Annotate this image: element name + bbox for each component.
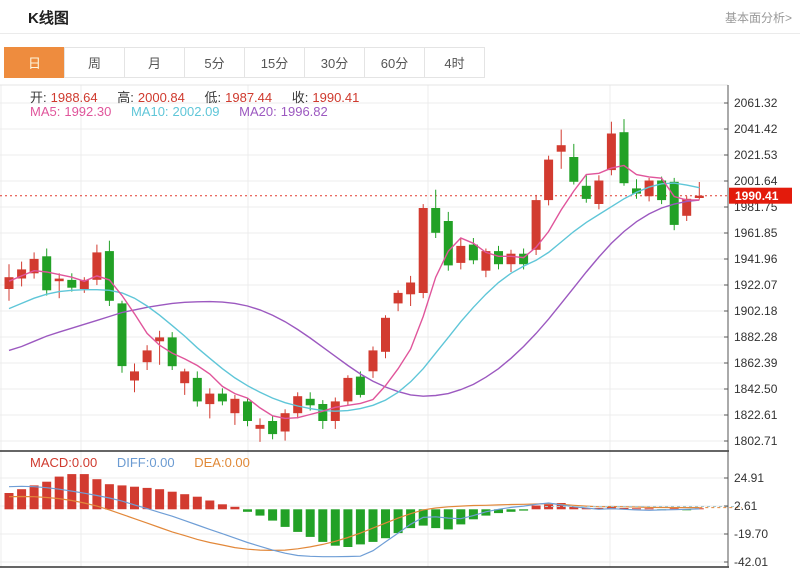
svg-text:1882.28: 1882.28 [734,330,778,344]
ma5-label: MA5: [30,104,61,119]
header-divider [0,33,800,34]
ma5-line [8,164,700,420]
diff-line [8,485,700,558]
tab-5分[interactable]: 5分 [184,47,245,78]
tab-周[interactable]: 周 [64,47,125,78]
svg-text:1961.85: 1961.85 [734,226,778,240]
ma10-line [8,182,700,412]
current-price-badge: 1990.41 [729,187,792,204]
svg-text:1922.07: 1922.07 [734,278,778,292]
dea-line [8,495,700,552]
ma20-label: MA20: [239,104,277,119]
svg-text:1822.61: 1822.61 [734,408,778,422]
interval-tab-bar: 日周月 5分 15分 30分 60分 4时 [4,47,485,78]
svg-text:1862.39: 1862.39 [734,356,778,370]
ma20-value: 1996.82 [280,104,328,119]
svg-text:1990.41: 1990.41 [735,189,779,203]
macd-value: MACD:0.00 [30,455,98,470]
open-label: 开: [30,90,47,105]
price-axis: 2061.322041.422021.532001.641981.751961.… [724,96,778,448]
ohlc-legend: 开: 1988.64 高: 2000.84 低: 1987.44 收: 1990.41 [30,87,363,106]
low-label: 低: [204,90,222,105]
candles [4,119,704,442]
close-label: 收: [291,90,309,105]
ma20-line [8,199,700,397]
tab-日[interactable]: 日 [4,47,65,78]
svg-text:24.91: 24.91 [734,471,764,485]
svg-text:2061.32: 2061.32 [734,96,778,110]
high-label: 高: [117,90,134,105]
svg-text:1842.50: 1842.50 [734,382,778,396]
svg-text:1902.18: 1902.18 [734,304,778,318]
svg-text:2.61: 2.61 [734,499,758,513]
svg-text:1941.96: 1941.96 [734,252,778,266]
tab-4时[interactable]: 4时 [424,47,485,78]
panel-borders [0,84,729,568]
fundamental-analysis-link[interactable]: 基本面分析> [724,11,792,25]
svg-text:2041.42: 2041.42 [734,122,778,136]
macd-legend: MACD:0.00 DIFF:0.00 DEA:0.00 [30,455,254,470]
diff-value: DIFF:0.00 [116,455,175,470]
dea-value: DEA:0.00 [194,455,250,470]
tab-15分[interactable]: 15分 [244,47,305,78]
svg-text:2021.53: 2021.53 [734,148,778,162]
open-value: 1988.64 [50,90,98,105]
svg-text:-19.70: -19.70 [734,527,768,541]
close-value: 1990.41 [312,90,360,105]
svg-text:1802.71: 1802.71 [734,434,778,448]
ma5-value: 1992.30 [64,104,112,119]
tab-月[interactable]: 月 [124,47,185,78]
ma10-value: 2002.09 [172,104,220,119]
ma-legend: MA5: 1992.30 MA10: 2002.09 MA20: 1996.82 [30,104,332,119]
tab-30分[interactable]: 30分 [304,47,365,78]
low-value: 1987.44 [225,90,273,105]
macd-histogram [4,474,704,547]
svg-text:2001.64: 2001.64 [734,174,778,188]
ma10-label: MA10: [130,104,169,119]
high-value: 2000.84 [137,90,185,105]
tab-60分[interactable]: 60分 [364,47,425,78]
page-title: K线图 [28,10,69,27]
macd-axis: 24.91 2.61 -19.70 -42.01 [724,471,768,569]
svg-text:-42.01: -42.01 [734,555,768,569]
